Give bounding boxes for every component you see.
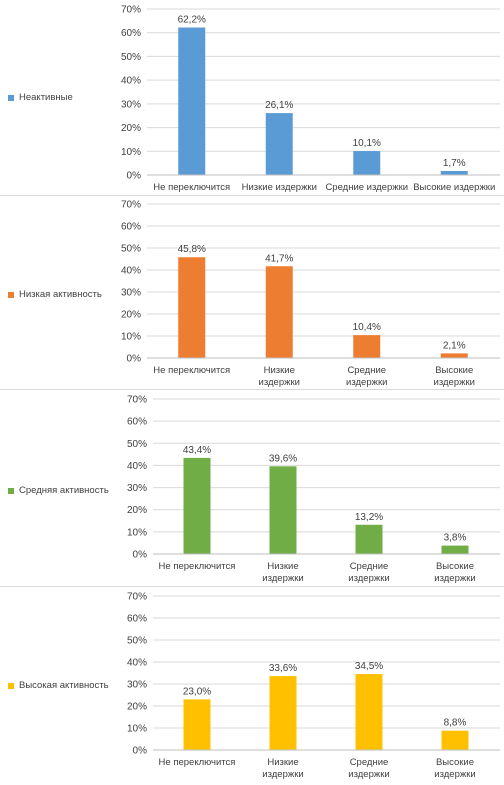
bar	[265, 113, 293, 175]
data-label: 33,6%	[269, 663, 297, 674]
data-label: 39,6%	[269, 453, 297, 464]
legend-swatch	[8, 94, 14, 101]
y-tick-label: 20%	[121, 310, 141, 321]
x-category-label: Высокие издержки	[434, 757, 475, 780]
y-tick-label: 40%	[121, 266, 141, 277]
bar	[441, 545, 469, 554]
y-tick-label: 20%	[127, 702, 147, 713]
y-tick-label: 50%	[127, 636, 147, 647]
y-tick-label: 50%	[127, 439, 147, 450]
data-label: 62,2%	[178, 14, 206, 25]
bar	[441, 730, 469, 750]
x-category-label: Высокие издержки	[413, 182, 495, 193]
y-tick-label: 70%	[127, 592, 147, 603]
x-category-label: Низкие издержки	[242, 182, 317, 193]
data-label: 1,7%	[443, 158, 466, 169]
data-label: 23,0%	[183, 686, 211, 697]
x-category-label: Средние издержки	[325, 182, 408, 193]
x-category-label: Не переключится	[153, 365, 230, 376]
y-tick-label: 40%	[127, 461, 147, 472]
y-tick-label: 30%	[121, 288, 141, 299]
legend-swatch	[8, 487, 14, 494]
y-tick-label: 30%	[121, 99, 141, 110]
bar	[440, 353, 468, 358]
y-tick-label: 50%	[121, 52, 141, 63]
bar	[265, 266, 293, 358]
y-tick-label: 0%	[133, 550, 148, 561]
bar	[353, 151, 381, 175]
y-tick-label: 30%	[127, 483, 147, 494]
legend-entry: Высокая активность	[8, 680, 109, 691]
y-tick-label: 60%	[127, 417, 147, 428]
data-label: 41,7%	[265, 253, 293, 264]
data-label: 2,1%	[443, 340, 466, 351]
y-tick-label: 50%	[121, 244, 141, 255]
x-category-label: Не переключится	[153, 182, 230, 193]
panel-divider	[0, 389, 504, 390]
legend-entry: Низкая активность	[8, 289, 102, 300]
bar	[269, 466, 297, 554]
y-tick-label: 10%	[127, 724, 147, 735]
x-category-label: Средние издержки	[348, 561, 389, 584]
legend-label: Средняя активность	[19, 485, 109, 496]
legend-swatch	[8, 682, 14, 689]
y-tick-label: 60%	[121, 222, 141, 233]
bar	[183, 699, 211, 750]
y-tick-label: 20%	[127, 505, 147, 516]
legend-label: Низкая активность	[19, 289, 102, 300]
data-label: 10,1%	[353, 138, 381, 149]
legend-entry: Неактивные	[8, 92, 73, 103]
y-tick-label: 70%	[127, 395, 147, 406]
x-category-label: Средние издержки	[348, 757, 389, 780]
y-tick-label: 20%	[121, 123, 141, 134]
data-label: 10,4%	[353, 322, 381, 333]
data-label: 8,8%	[444, 718, 467, 729]
bar	[183, 457, 211, 554]
data-label: 34,5%	[355, 661, 383, 672]
bar	[440, 170, 468, 175]
legend-label: Неактивные	[19, 92, 73, 103]
data-label: 26,1%	[265, 100, 293, 111]
legend-entry: Средняя активность	[8, 485, 109, 496]
x-category-label: Не переключится	[159, 757, 236, 768]
x-category-label: Высокие издержки	[434, 365, 475, 388]
bar	[178, 257, 206, 358]
bar	[178, 27, 206, 175]
y-tick-label: 30%	[127, 680, 147, 691]
x-category-label: Не переключится	[159, 561, 236, 572]
y-tick-label: 0%	[133, 746, 148, 757]
y-tick-label: 70%	[121, 5, 141, 16]
bar	[353, 335, 381, 358]
y-tick-label: 0%	[127, 171, 142, 182]
x-category-label: Низкие издержки	[262, 561, 303, 584]
x-category-label: Низкие издержки	[259, 365, 300, 388]
bar	[355, 524, 383, 554]
y-tick-label: 60%	[127, 614, 147, 625]
panel-divider	[0, 195, 504, 196]
y-tick-label: 10%	[121, 332, 141, 343]
y-tick-label: 40%	[121, 76, 141, 87]
y-tick-label: 40%	[127, 658, 147, 669]
x-category-label: Высокие издержки	[434, 561, 475, 584]
bar	[355, 674, 383, 750]
data-label: 45,8%	[178, 244, 206, 255]
legend-label: Высокая активность	[19, 680, 109, 691]
x-category-label: Низкие издержки	[262, 757, 303, 780]
y-tick-label: 70%	[121, 200, 141, 211]
bar	[269, 676, 297, 750]
legend-swatch	[8, 291, 14, 298]
data-label: 43,4%	[183, 445, 211, 456]
x-category-label: Средние издержки	[346, 365, 387, 388]
y-tick-label: 10%	[121, 147, 141, 158]
data-label: 3,8%	[444, 533, 467, 544]
data-label: 13,2%	[355, 512, 383, 523]
y-tick-label: 0%	[127, 354, 142, 365]
y-tick-label: 10%	[127, 527, 147, 538]
panel-divider	[0, 586, 504, 587]
y-tick-label: 60%	[121, 28, 141, 39]
